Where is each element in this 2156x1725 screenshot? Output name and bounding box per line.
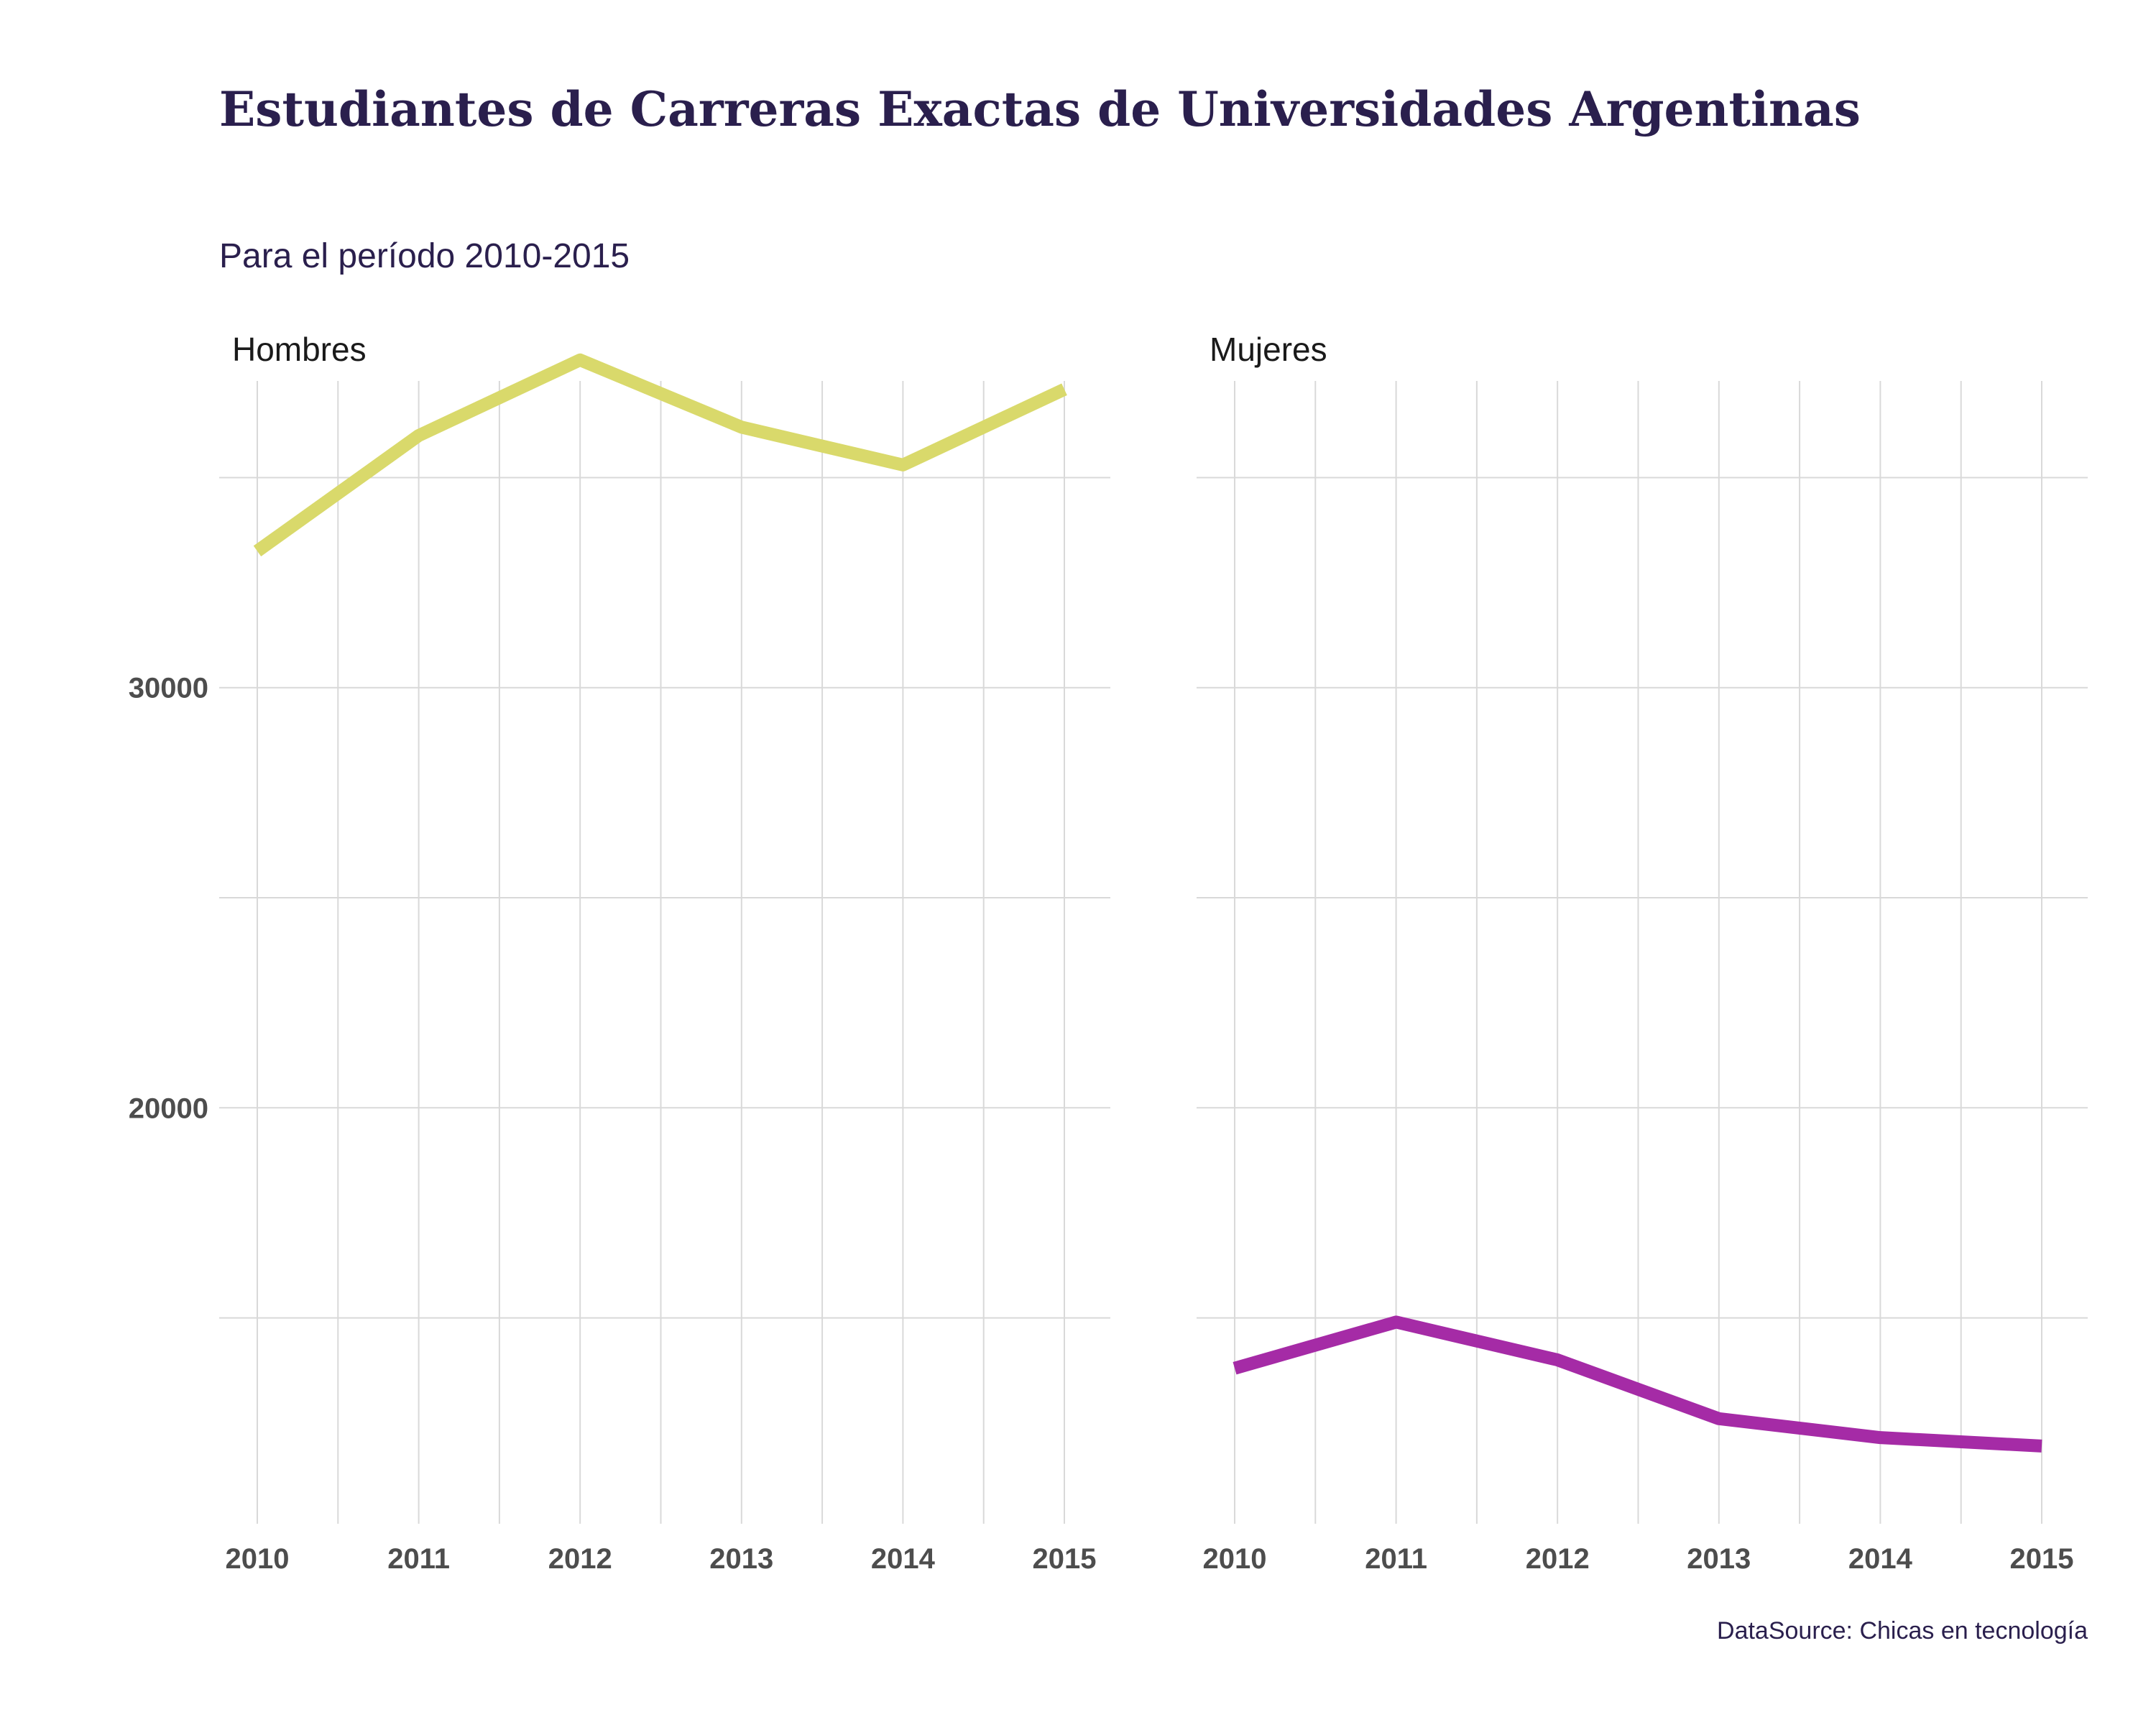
facet-panel-mujeres: Mujeres 2010 2011 2012 2013 2014 2015	[1197, 331, 2088, 1575]
y-tick-label: 20000	[129, 1092, 208, 1124]
series-line-hombres	[253, 353, 1067, 557]
chart-subtitle: Para el período 2010-2015	[219, 237, 630, 275]
chart-title: Estudiantes de Carreras Exactas de Unive…	[219, 81, 1861, 137]
facet-label: Hombres	[232, 331, 367, 368]
x-tick-label: 2012	[548, 1543, 612, 1575]
x-tick-label: 2010	[1203, 1543, 1267, 1575]
facets: Hombres 2010 2011 2012 2013 2014 2015 Mujeres 20…	[219, 331, 2088, 1575]
x-tick-label: 2015	[1033, 1543, 1097, 1575]
x-tick-label: 2011	[387, 1543, 450, 1575]
chart-caption: DataSource: Chicas en tecnología	[1717, 1617, 2088, 1644]
y-axis: 20000 30000	[129, 673, 208, 1125]
y-tick-label: 30000	[129, 673, 208, 704]
x-tick-label: 2012	[1526, 1543, 1590, 1575]
x-tick-label: 2011	[1365, 1543, 1427, 1575]
x-tick-label: 2014	[1848, 1543, 1913, 1575]
x-tick-label: 2015	[2010, 1543, 2074, 1575]
x-tick-label: 2014	[871, 1543, 936, 1575]
x-tick-label: 2010	[226, 1543, 290, 1575]
facet-panel-hombres: Hombres 2010 2011 2012 2013 2014 2015	[219, 331, 1110, 1575]
x-tick-label: 2013	[1687, 1543, 1751, 1575]
series-line-mujeres	[1233, 1315, 2042, 1453]
facet-label: Mujeres	[1210, 331, 1327, 368]
x-tick-label: 2013	[709, 1543, 773, 1575]
